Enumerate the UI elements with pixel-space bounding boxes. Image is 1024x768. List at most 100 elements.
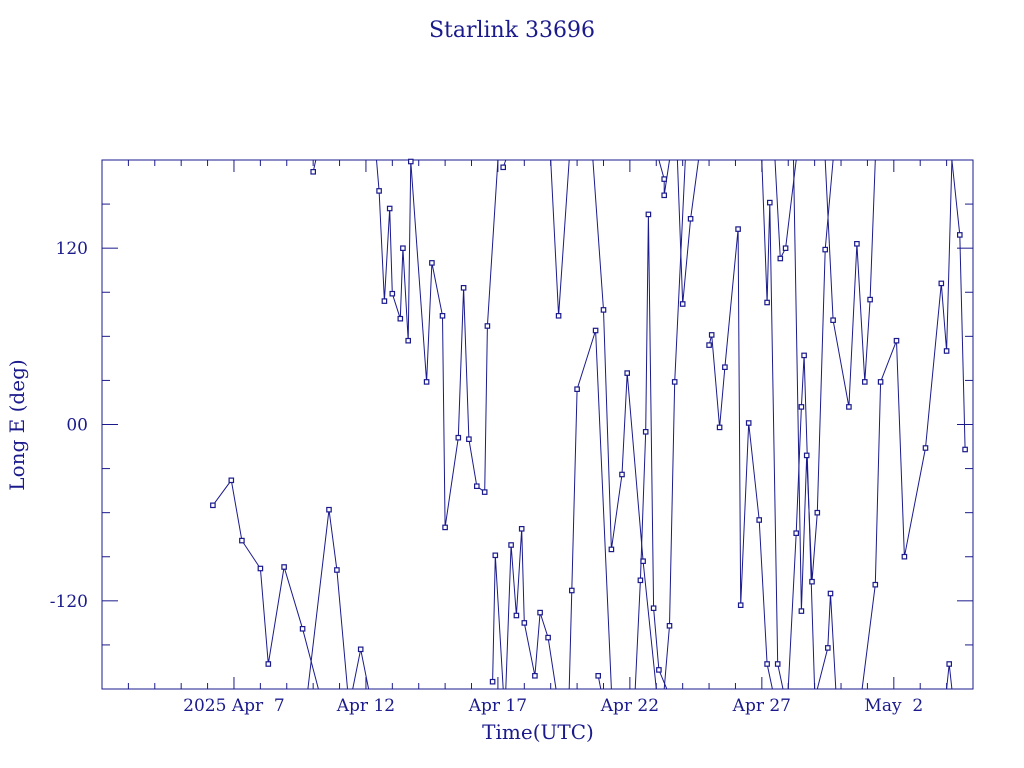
track-segment: [550, 159, 570, 316]
data-point: [722, 364, 728, 371]
track-segment: [492, 555, 504, 690]
data-point: [474, 483, 480, 490]
data-point: [265, 661, 272, 667]
track-segment: [951, 159, 966, 450]
track-segment: [350, 159, 412, 341]
series-track: [210, 158, 968, 690]
data-point: [423, 379, 430, 385]
data-point: [400, 245, 406, 252]
data-point: [846, 404, 852, 410]
data-point: [334, 567, 340, 573]
x-tick-label: 2025 Apr 7: [183, 696, 285, 716]
data-point: [877, 379, 884, 385]
y-tick-label: 120: [56, 239, 88, 259]
data-point: [518, 525, 525, 532]
data-point: [257, 565, 264, 572]
data-point: [439, 313, 446, 319]
y-axis-label: Long E (deg): [5, 359, 29, 490]
data-point: [782, 245, 789, 252]
track-segment: [592, 159, 657, 690]
data-point: [624, 370, 631, 376]
x-tick-label: Apr 22: [600, 696, 659, 716]
data-point: [228, 477, 235, 484]
data-point: [408, 158, 414, 165]
data-point: [901, 553, 908, 560]
data-point: [357, 646, 364, 653]
x-tick-label: Apr 27: [732, 696, 791, 716]
data-point: [766, 199, 773, 206]
track-segment: [307, 509, 348, 690]
data-point: [737, 602, 744, 609]
data-point: [326, 506, 332, 513]
data-point: [537, 609, 543, 616]
data-point: [830, 317, 836, 324]
data-point: [814, 509, 821, 516]
track-segment: [774, 159, 797, 261]
data-point: [381, 298, 388, 304]
y-tick-label: 00: [66, 416, 88, 436]
data-point: [656, 667, 662, 673]
data-point: [666, 622, 673, 629]
track-segment: [861, 159, 953, 690]
chart-title: Starlink 33696: [429, 18, 595, 43]
data-point: [508, 542, 514, 548]
data-point: [745, 420, 752, 426]
data-point: [489, 678, 496, 685]
track-segment: [816, 593, 837, 690]
data-point: [429, 260, 435, 266]
data-point: [946, 661, 953, 667]
data-point: [619, 471, 625, 478]
data-point: [827, 590, 834, 597]
data-point: [455, 434, 462, 441]
data-point: [376, 188, 382, 194]
track-segment: [410, 159, 499, 528]
data-point: [854, 241, 860, 247]
data-point: [679, 301, 686, 307]
data-point: [861, 379, 868, 385]
data-point: [281, 564, 287, 570]
data-point: [310, 169, 317, 175]
data-point: [893, 337, 900, 344]
data-point: [962, 446, 968, 453]
data-point: [595, 672, 602, 679]
track-segment: [568, 330, 612, 690]
data-point: [460, 285, 467, 291]
track-segment: [761, 159, 784, 690]
data-point: [555, 313, 562, 319]
x-tick-label: May 2: [864, 696, 923, 716]
data-point: [708, 332, 715, 338]
data-point: [735, 226, 741, 232]
plot-frame: [101, 159, 974, 690]
data-point: [405, 337, 412, 344]
data-point: [492, 552, 499, 559]
data-point: [687, 216, 694, 222]
data-point: [484, 323, 491, 329]
data-point: [574, 386, 580, 393]
data-point: [764, 299, 770, 306]
data-point: [777, 255, 784, 262]
data-point: [645, 211, 652, 218]
data-point: [389, 290, 396, 297]
data-point: [867, 296, 873, 303]
data-point: [801, 352, 807, 359]
data-point: [642, 429, 649, 435]
data-point: [239, 537, 245, 544]
x-axis: 2025 Apr 7 Apr 12 Apr 17 Apr 22 Apr 27 May 2: [101, 160, 974, 716]
data-point: [756, 517, 763, 523]
data-point: [386, 205, 393, 212]
data-point: [500, 164, 507, 171]
data-point: [466, 436, 472, 443]
data-point: [803, 452, 810, 459]
data-point: [397, 315, 404, 322]
data-point: [650, 605, 657, 612]
data-point: [513, 612, 520, 619]
data-point: [568, 587, 575, 594]
data-point: [943, 348, 950, 354]
data-point: [706, 342, 712, 348]
data-point: [793, 530, 800, 537]
data-point: [521, 620, 528, 626]
data-point: [592, 327, 599, 334]
track-segment: [212, 479, 319, 690]
data-point: [824, 645, 831, 651]
